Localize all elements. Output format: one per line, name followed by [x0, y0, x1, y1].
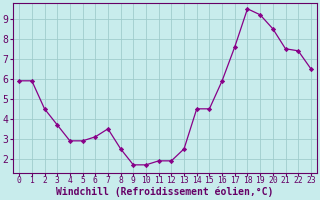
X-axis label: Windchill (Refroidissement éolien,°C): Windchill (Refroidissement éolien,°C): [56, 187, 274, 197]
